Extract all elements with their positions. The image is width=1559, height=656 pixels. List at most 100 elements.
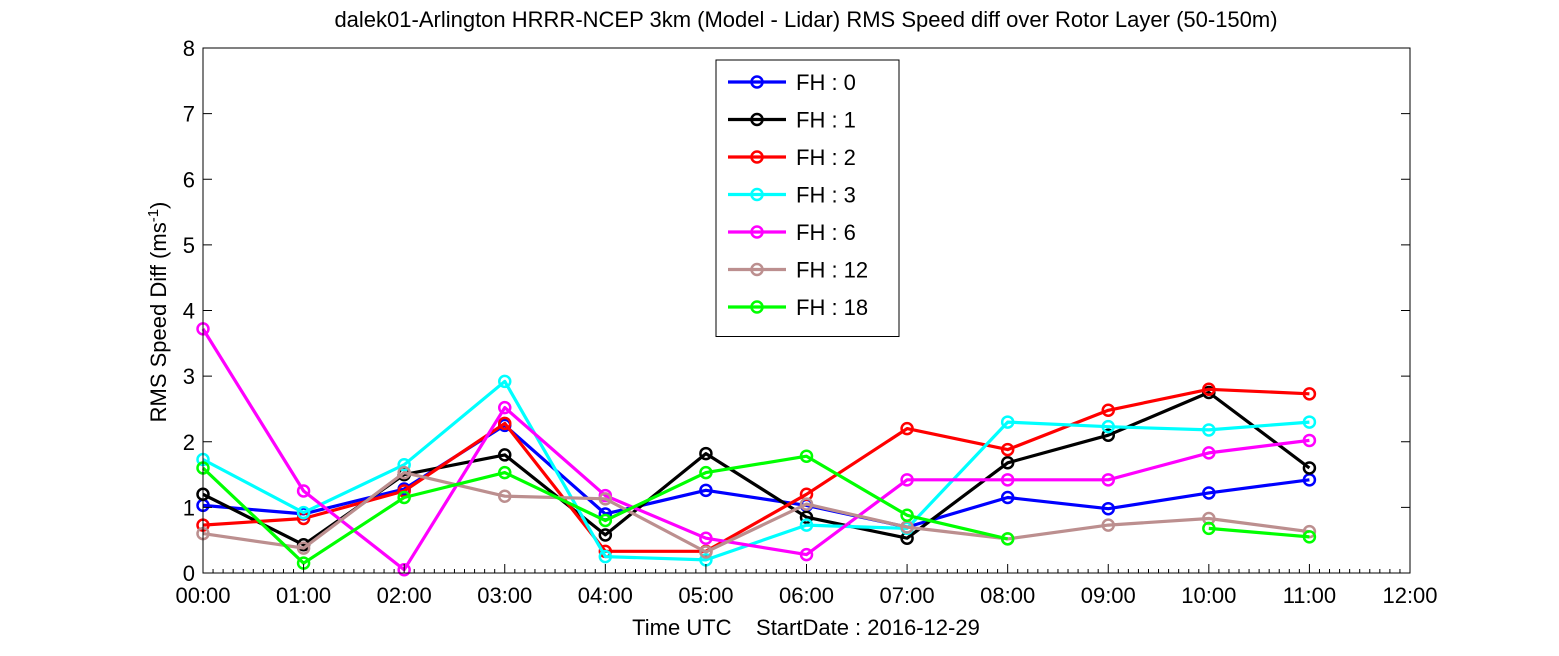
legend-label: FH : 12: [796, 258, 868, 283]
legend-entry: FH : 0: [728, 70, 856, 95]
data-point: [1302, 433, 1317, 448]
series-line: [202, 423, 1310, 529]
data-point: [900, 473, 914, 487]
legend-marker: [750, 112, 764, 127]
legend-label: FH : 18: [796, 295, 868, 320]
data-point: [498, 416, 512, 431]
data-point: [1101, 473, 1115, 487]
legend-entry: FH : 1: [728, 108, 856, 133]
data-point: [1302, 530, 1317, 544]
data-point: [1101, 518, 1115, 532]
series-fh-6: [196, 322, 1317, 577]
series-line: [202, 387, 1310, 553]
y-axis-label-main: RMS Speed Diff (ms: [146, 222, 171, 422]
data-point: [1101, 403, 1115, 417]
legend-entry: FH : 2: [728, 145, 856, 170]
legend-label: FH : 2: [796, 145, 856, 170]
legend-entry: FH : 12: [728, 258, 868, 283]
data-point: [1302, 415, 1317, 429]
data-point: [1000, 473, 1015, 487]
y-tick-label: 7: [183, 102, 195, 127]
y-axis-label-close: ): [146, 202, 171, 209]
data-point: [1202, 382, 1216, 396]
legend-box: [715, 59, 900, 337]
data-point: [1000, 442, 1015, 457]
data-point: [799, 518, 814, 532]
data-point: [900, 508, 914, 522]
x-tick-label: 02:00: [377, 583, 432, 608]
data-point: [397, 490, 411, 505]
data-point: [900, 421, 914, 436]
legend-marker: [750, 150, 764, 164]
y-tick-label: 3: [183, 364, 195, 389]
y-tick-label: 2: [183, 430, 195, 455]
data-point: [799, 497, 814, 511]
y-tick-label: 0: [183, 561, 195, 586]
data-point: [1202, 486, 1216, 500]
data-point: [498, 465, 512, 480]
data-point: [799, 510, 814, 524]
data-point: [1202, 521, 1216, 536]
x-tick-label: 05:00: [678, 583, 733, 608]
legend-entry: FH : 18: [728, 295, 868, 320]
y-axis-label-superscript: -1: [145, 209, 162, 222]
data-point: [699, 531, 713, 545]
data-point: [296, 505, 311, 520]
data-point: [1302, 524, 1317, 539]
data-point: [397, 457, 411, 472]
data-point: [598, 513, 613, 528]
legend-marker: [750, 187, 764, 202]
data-point: [1101, 501, 1115, 516]
y-tick-label: 1: [183, 495, 195, 520]
data-point: [296, 484, 311, 498]
data-point: [799, 449, 814, 463]
legend-entry: FH : 3: [728, 183, 856, 208]
legend: FH : 0 FH : 1 FH : 2 FH : 3 FH : 6 FH : 12 FH …: [715, 59, 900, 337]
legend-label: FH : 0: [796, 70, 856, 95]
data-point: [1202, 423, 1216, 437]
axes: 00:00 01:00 02:00 03:00 04:00 05:00 06:00 07:00…: [175, 36, 1437, 608]
data-point: [1000, 490, 1015, 505]
data-point: [699, 446, 713, 461]
x-tick-label: 11:00: [1283, 583, 1336, 608]
x-tick-label: 10:00: [1181, 583, 1236, 608]
legend-marker: [750, 225, 764, 239]
data-point: [397, 465, 411, 480]
data-point: [1101, 428, 1115, 442]
x-axis-label: Time UTC StartDate : 2016-12-29: [632, 615, 980, 640]
y-tick-label: 8: [183, 36, 195, 61]
legend-marker: [750, 75, 764, 89]
legend-label: FH : 3: [796, 183, 856, 208]
x-tick-label: 09:00: [1081, 583, 1136, 608]
data-point: [498, 374, 512, 389]
data-point: [1000, 415, 1015, 429]
series-layer: [196, 322, 1317, 577]
data-point: [296, 541, 311, 555]
legend-marker: [750, 300, 764, 314]
data-point: [1000, 456, 1015, 470]
y-axis-label: RMS Speed Diff (ms-1): [145, 202, 172, 423]
data-point: [598, 492, 613, 506]
data-point: [598, 528, 613, 542]
x-tick-label: 03:00: [477, 583, 532, 608]
y-tick-label: 6: [183, 167, 195, 192]
chart-title: dalek01-Arlington HRRR-NCEP 3km (Model -…: [334, 7, 1277, 32]
data-point: [1101, 419, 1115, 434]
data-point: [498, 448, 512, 462]
data-point: [799, 547, 814, 562]
x-tick-label: 07:00: [880, 583, 935, 608]
y-tick-label: 4: [183, 299, 195, 324]
x-tick-label: 08:00: [980, 583, 1035, 608]
series-line: [202, 379, 1310, 562]
data-point: [699, 545, 713, 559]
x-tick-label: 00:00: [175, 583, 230, 608]
data-point: [1302, 461, 1317, 475]
legend-marker: [750, 262, 764, 277]
data-point: [1302, 387, 1317, 401]
data-point: [1202, 446, 1216, 460]
x-tick-label: 01:00: [276, 583, 331, 608]
data-point: [699, 465, 713, 480]
legend-label: FH : 6: [796, 220, 856, 245]
x-tick-label: 06:00: [779, 583, 834, 608]
